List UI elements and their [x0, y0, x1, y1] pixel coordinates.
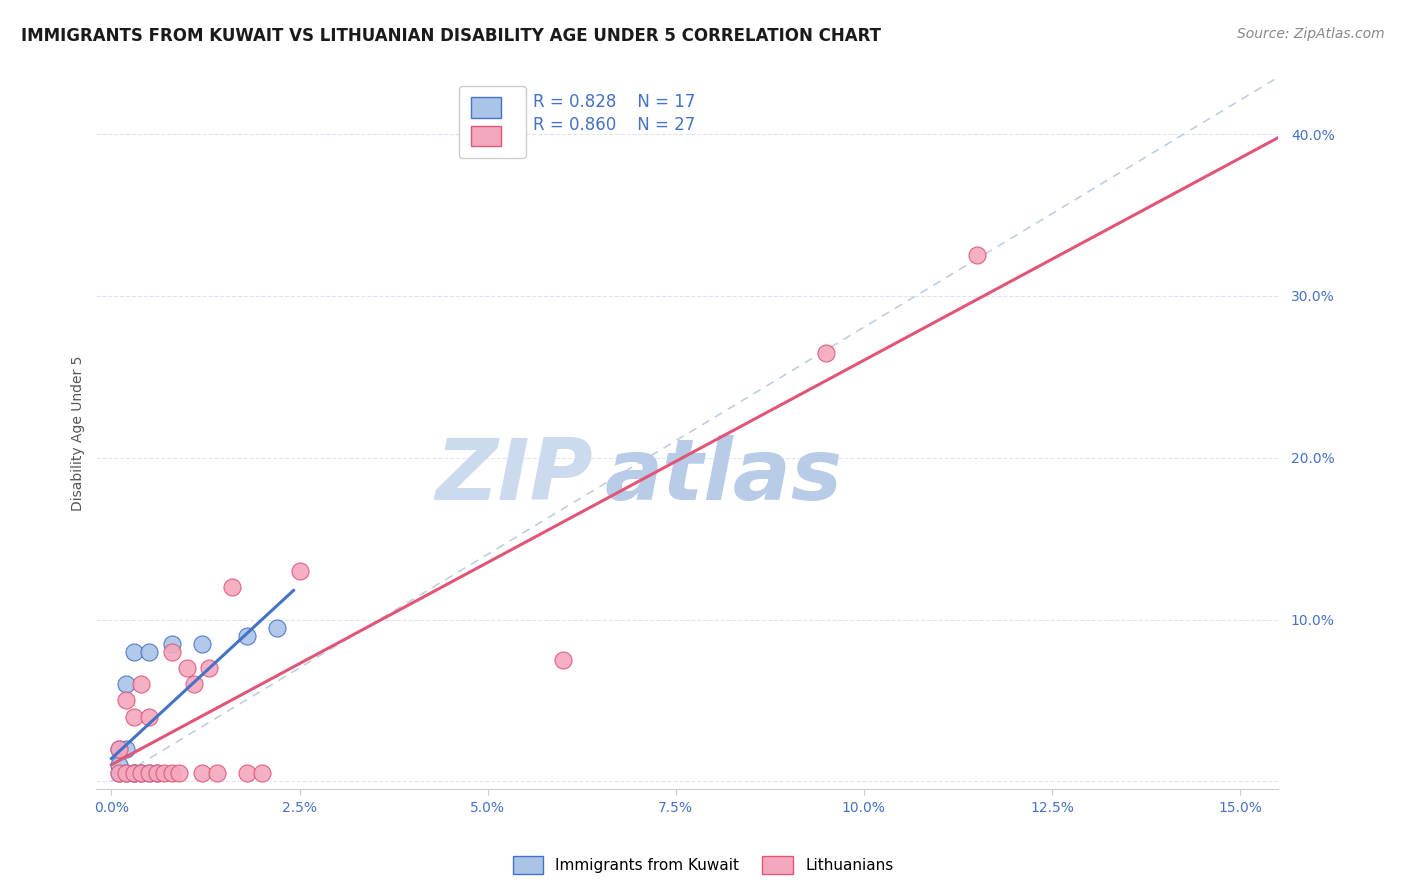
Point	[966, 248, 988, 262]
Point	[108, 742, 131, 756]
Point	[205, 766, 228, 780]
Point	[236, 766, 259, 780]
Point	[122, 766, 145, 780]
Point	[122, 645, 145, 659]
Point	[138, 645, 160, 659]
Text: R = 0.828    N = 17: R = 0.828 N = 17	[533, 94, 696, 112]
Point	[138, 766, 160, 780]
Point	[115, 693, 138, 707]
Point	[198, 661, 221, 675]
Point	[115, 766, 138, 780]
Point	[122, 709, 145, 723]
Point	[115, 677, 138, 691]
Point	[266, 621, 288, 635]
Point	[176, 661, 198, 675]
Point	[108, 742, 131, 756]
Point	[145, 766, 167, 780]
Legend: , : ,	[460, 86, 526, 158]
Point	[160, 766, 183, 780]
Point	[153, 766, 176, 780]
Point	[108, 766, 131, 780]
Point	[131, 766, 153, 780]
Text: atlas: atlas	[605, 434, 842, 517]
Point	[122, 766, 145, 780]
Point	[160, 645, 183, 659]
Point	[108, 766, 131, 780]
Point	[221, 580, 243, 594]
Text: IMMIGRANTS FROM KUWAIT VS LITHUANIAN DISABILITY AGE UNDER 5 CORRELATION CHART: IMMIGRANTS FROM KUWAIT VS LITHUANIAN DIS…	[21, 27, 882, 45]
Point	[138, 766, 160, 780]
Point	[190, 766, 212, 780]
Point	[183, 677, 205, 691]
Y-axis label: Disability Age Under 5: Disability Age Under 5	[72, 356, 86, 511]
Point	[115, 742, 138, 756]
Text: ZIP: ZIP	[434, 434, 592, 517]
Text: R = 0.860    N = 27: R = 0.860 N = 27	[533, 116, 696, 134]
Point	[167, 766, 190, 780]
Point	[115, 766, 138, 780]
Point	[145, 766, 167, 780]
Point	[131, 766, 153, 780]
Point	[160, 637, 183, 651]
Point	[288, 564, 311, 578]
Point	[190, 637, 212, 651]
Legend: Immigrants from Kuwait, Lithuanians: Immigrants from Kuwait, Lithuanians	[506, 850, 900, 880]
Point	[815, 345, 838, 359]
Point	[236, 629, 259, 643]
Point	[250, 766, 273, 780]
Point	[131, 677, 153, 691]
Point	[551, 653, 574, 667]
Point	[138, 709, 160, 723]
Point	[108, 758, 131, 772]
Text: Source: ZipAtlas.com: Source: ZipAtlas.com	[1237, 27, 1385, 41]
Point	[122, 766, 145, 780]
